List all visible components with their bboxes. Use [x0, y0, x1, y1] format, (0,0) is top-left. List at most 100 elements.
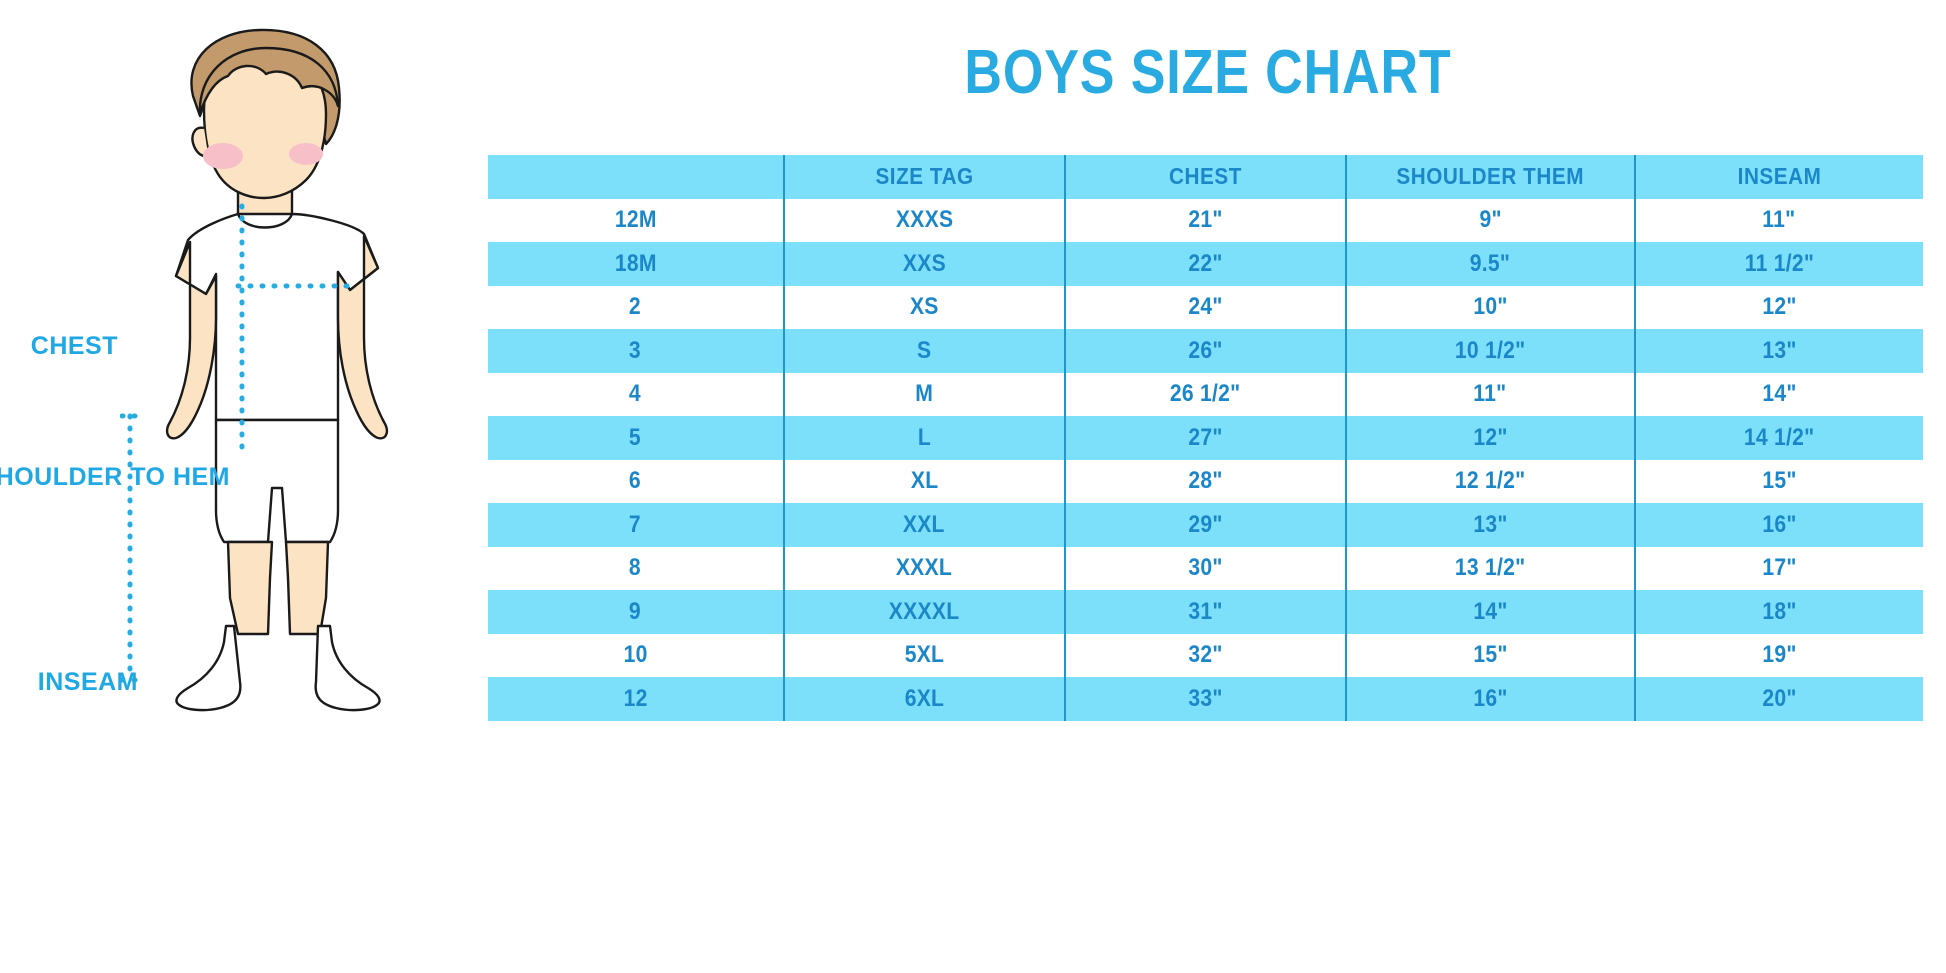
- cell-size-tag-value: XS: [909, 293, 939, 321]
- cheek-right: [289, 143, 323, 165]
- page-title: BOYS SIZE CHART: [964, 38, 1452, 107]
- cell-chest-value: 28": [1188, 467, 1223, 495]
- cell-size-tag-value: 5XL: [904, 641, 945, 669]
- cell-inseam-value: 13": [1762, 336, 1797, 364]
- cell-chest: 26 1/2": [1063, 372, 1347, 416]
- cell-size-tag-value: 6XL: [904, 684, 945, 712]
- cell-inseam-value: 11": [1762, 206, 1796, 234]
- cell-inseam: 11": [1633, 198, 1923, 242]
- cell-chest: 28": [1063, 459, 1347, 503]
- cell-shoulder: 9.5": [1345, 242, 1635, 286]
- table-row: 4 M 26 1/2" 11" 14": [488, 372, 1923, 417]
- cell-chest: 21": [1063, 198, 1347, 242]
- table-row: 7 XXL 29" 13" 16": [488, 503, 1923, 547]
- cell-inseam-value: 20": [1762, 684, 1797, 712]
- arm-right: [336, 234, 389, 440]
- column-header-shoulder: SHOULDER THEM: [1345, 155, 1635, 199]
- cell-inseam: 13": [1633, 329, 1923, 373]
- cell-size-value: 5: [629, 423, 642, 451]
- cell-size: 9: [488, 590, 784, 634]
- cell-chest-value: 29": [1188, 510, 1223, 538]
- cell-chest-value: 31": [1188, 597, 1223, 625]
- cell-size-tag-value: L: [917, 423, 931, 451]
- cell-size-tag: S: [782, 329, 1065, 373]
- label-inseam: INSEAM: [37, 668, 138, 696]
- cell-chest: 29": [1063, 503, 1347, 547]
- cell-size-value: 12M: [614, 206, 657, 234]
- cell-shoulder-value: 9": [1479, 206, 1502, 234]
- table-row: 12M XXXS 21" 9" 11": [488, 198, 1923, 242]
- column-header-inseam: INSEAM: [1633, 155, 1923, 199]
- cell-shoulder: 12": [1345, 416, 1635, 460]
- column-header-size-tag: SIZE TAG: [782, 155, 1065, 199]
- boy-figure-illustration: [120, 28, 389, 712]
- cell-size-value: 2: [629, 293, 642, 321]
- cell-size-value: 7: [629, 510, 642, 538]
- cell-chest-value: 30": [1188, 554, 1223, 582]
- cell-size-tag-value: XXXXL: [888, 597, 960, 625]
- table-row: 6 XL 28" 12 1/2" 15": [488, 459, 1923, 504]
- column-header-shoulder-label: SHOULDER THEM: [1396, 163, 1585, 190]
- cell-chest: 33": [1063, 677, 1347, 721]
- column-header-inseam-label: INSEAM: [1737, 163, 1822, 190]
- cell-size-value: 12: [623, 684, 648, 712]
- table-body: 12M XXXS 21" 9" 11" 18M XXS 22" 9.5" 11 1/2" 2 XS 24…: [488, 198, 1923, 721]
- cell-shoulder: 10 1/2": [1345, 329, 1635, 373]
- cell-inseam: 11 1/2": [1633, 242, 1923, 286]
- cell-size-tag-value: S: [917, 336, 932, 364]
- table-row: 8 XXXL 30" 13 1/2" 17": [488, 546, 1923, 590]
- cell-size: 7: [488, 503, 784, 547]
- cell-size-tag-value: M: [915, 380, 934, 408]
- cell-chest: 26": [1063, 329, 1347, 373]
- cell-shoulder-value: 13 1/2": [1455, 554, 1526, 582]
- column-header-chest-label: CHEST: [1169, 163, 1242, 190]
- cell-shoulder: 14": [1345, 590, 1635, 634]
- column-header-chest: CHEST: [1063, 155, 1347, 199]
- cell-shoulder: 13 1/2": [1345, 546, 1635, 590]
- cell-inseam-value: 14": [1762, 380, 1797, 408]
- boy-illustration-panel: CHEST SHOULDER TO HEM INSEAM: [0, 0, 470, 973]
- cell-inseam: 19": [1633, 633, 1923, 677]
- cell-shoulder: 10": [1345, 285, 1635, 329]
- cell-size: 18M: [488, 242, 784, 286]
- table-row: 10 5XL 32" 15" 19": [488, 633, 1923, 677]
- cell-size-tag-value: XXS: [902, 249, 946, 277]
- cell-size-value: 9: [629, 597, 642, 625]
- cell-size-tag: XL: [782, 459, 1065, 503]
- tshirt-shape: [174, 212, 380, 422]
- cell-size-tag: XXXXL: [782, 590, 1065, 634]
- cell-shoulder: 9": [1345, 198, 1635, 242]
- cell-size-tag: XXXS: [782, 198, 1065, 242]
- cell-chest: 32": [1063, 633, 1347, 677]
- cell-size-tag: 5XL: [782, 633, 1065, 677]
- cell-inseam-value: 11 1/2": [1744, 249, 1814, 277]
- cell-shoulder-value: 10": [1473, 293, 1508, 321]
- cell-inseam-value: 14 1/2": [1743, 423, 1815, 451]
- table-row: 12 6XL 33" 16" 20": [488, 677, 1923, 721]
- cell-inseam: 16": [1633, 503, 1923, 547]
- cell-shoulder: 13": [1345, 503, 1635, 547]
- cell-size: 6: [488, 460, 784, 504]
- cell-inseam-value: 17": [1762, 554, 1797, 582]
- cell-inseam: 14 1/2": [1633, 416, 1923, 460]
- cell-size: 12: [488, 677, 784, 721]
- cell-shoulder-value: 12": [1473, 423, 1508, 451]
- cell-size-tag: L: [782, 416, 1065, 460]
- cell-inseam: 18": [1633, 590, 1923, 634]
- table-row: 18M XXS 22" 9.5" 11 1/2": [488, 242, 1923, 286]
- leg-right: [284, 540, 330, 636]
- shoe-left: [175, 624, 242, 712]
- cell-chest-value: 22": [1188, 249, 1223, 277]
- hair-fringe-shape: [198, 46, 340, 116]
- cell-size-value: 6: [629, 467, 642, 495]
- shorts-shape: [214, 418, 340, 544]
- cell-shoulder-value: 16": [1473, 684, 1508, 712]
- label-shoulder-to-hem: SHOULDER TO HEM: [0, 463, 230, 491]
- cell-shoulder-value: 11": [1473, 380, 1507, 408]
- cell-chest: 22": [1063, 242, 1347, 286]
- cell-inseam: 15": [1633, 459, 1923, 503]
- cell-size: 4: [488, 373, 784, 417]
- leg-left: [226, 540, 274, 636]
- column-header-size-tag-label: SIZE TAG: [875, 163, 974, 190]
